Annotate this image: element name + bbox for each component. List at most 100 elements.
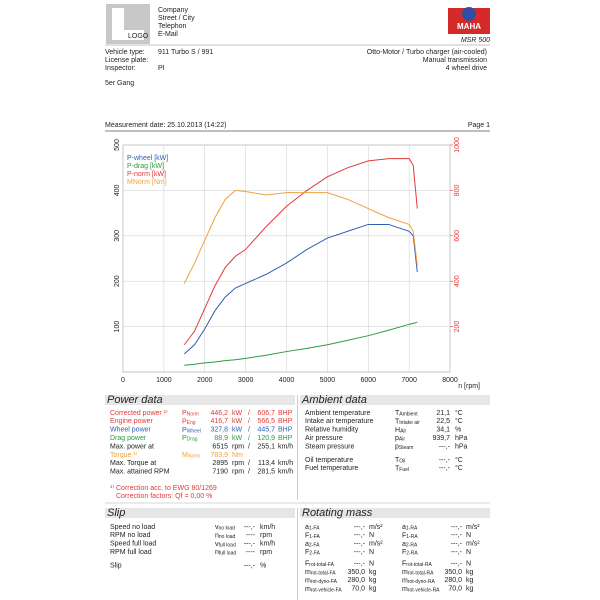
row-sep: / xyxy=(248,443,250,450)
symbol-sub: 2-FA xyxy=(309,551,320,557)
row-unit: BHP xyxy=(278,427,293,434)
symbol: Frot-total-FA xyxy=(305,560,335,568)
symbol-base: F xyxy=(305,549,309,556)
symbol-base: p xyxy=(395,443,399,450)
symbol-base: F xyxy=(305,560,309,567)
row-value: 2895 xyxy=(212,460,228,467)
symbol-base: p xyxy=(395,435,399,442)
symbol-base: M xyxy=(182,452,188,459)
symbol-base: n xyxy=(215,532,219,539)
symbol-base: H xyxy=(395,427,400,434)
row-unit: rpm xyxy=(232,469,244,476)
x-tick-label: 4000 xyxy=(279,377,295,384)
row-value: ---,- xyxy=(451,524,463,531)
vehicle-spec: Otto-Motor / Turbo charger (air-cooled) xyxy=(367,49,487,56)
symbol-base: T xyxy=(395,410,400,417)
symbol-base: F xyxy=(305,532,309,539)
row-unit: rpm xyxy=(232,460,244,467)
symbol-base: F xyxy=(402,560,406,567)
gear: 5er Gang xyxy=(105,80,134,87)
symbol-sub: no load xyxy=(219,534,236,540)
row-unit: m/s² xyxy=(369,524,383,531)
symbol-base: v xyxy=(215,541,219,548)
symbol: PDrag xyxy=(182,435,198,443)
row-unit: m/s² xyxy=(466,524,480,531)
row-unit: kg xyxy=(369,569,377,576)
row-label: Wheel power xyxy=(110,427,152,434)
symbol: pSteam xyxy=(395,443,413,451)
symbol: mrot-total-FA xyxy=(305,569,336,577)
row-unit: N xyxy=(369,532,374,539)
row-unit: °C xyxy=(455,464,463,472)
symbol-base: n xyxy=(215,549,219,556)
y2-tick-label: 600 xyxy=(454,230,461,242)
symbol-base: m xyxy=(402,569,408,576)
symbol-sub: 2-RA xyxy=(406,543,418,549)
row-value: ---,- xyxy=(354,541,366,548)
symbol-sub: Norm xyxy=(187,412,199,418)
logo-l xyxy=(112,8,144,40)
row-value: 70,0 xyxy=(448,586,462,593)
legend-entry: P-wheel [kW] xyxy=(127,155,168,162)
row-unit: kW xyxy=(232,427,243,434)
company-line: Company xyxy=(158,7,188,14)
symbol-base: m xyxy=(402,577,408,584)
symbol-base: P xyxy=(182,410,187,417)
row-value: ---,- xyxy=(244,541,256,548)
row-value: 416,7 xyxy=(210,418,228,425)
series-line xyxy=(183,189,418,284)
row-unit: kg xyxy=(466,569,474,576)
row-value: 7190 xyxy=(212,469,228,476)
symbol-sub: Oil xyxy=(399,459,405,465)
row-value: 6515 xyxy=(212,443,228,450)
row-unit: kW xyxy=(232,435,243,442)
row-unit: kW xyxy=(232,410,243,417)
legend-entry: P-drag [kW] xyxy=(127,163,164,170)
symbol-sub: full load xyxy=(219,543,236,549)
row-unit: BHP xyxy=(278,418,293,425)
symbol-base: m xyxy=(402,586,408,593)
row-value: 327,8 xyxy=(210,427,228,434)
y-tick-label: 100 xyxy=(114,321,121,333)
symbol: mrot-total-RA xyxy=(402,569,434,577)
y-tick-label: 300 xyxy=(114,230,121,242)
row-value: 113,4 xyxy=(258,460,275,467)
vehicle-label: Inspector: xyxy=(105,65,136,72)
row-label: Max. attained RPM xyxy=(110,469,170,476)
symbol: vfull load xyxy=(215,541,236,549)
row-value: 606,7 xyxy=(257,410,275,417)
row-unit: % xyxy=(260,562,266,569)
symbol-base: T xyxy=(395,457,400,464)
series-line xyxy=(184,321,418,366)
y2-tick-label: 1000 xyxy=(454,137,461,153)
row-unit: rpm xyxy=(232,443,244,450)
row-unit: Nm xyxy=(232,452,243,459)
row-value: ---,- xyxy=(451,541,463,548)
symbol: PEng xyxy=(182,418,196,426)
row-value: ---,- xyxy=(451,532,463,539)
symbol-base: a xyxy=(305,524,309,531)
row-unit: km/h xyxy=(278,460,293,467)
row-unit: kg xyxy=(369,586,377,593)
row-unit: N xyxy=(369,560,374,567)
symbol-base: m xyxy=(305,586,311,593)
row-label: Slip xyxy=(110,562,122,569)
symbol: a1-FA xyxy=(305,524,320,532)
symbol-sub: no load xyxy=(219,526,236,532)
logo-text: LOGO xyxy=(128,33,149,40)
y2-tick-label: 800 xyxy=(454,184,461,196)
company-line: Street / City xyxy=(158,15,195,22)
row-value: ---,- xyxy=(354,524,366,531)
x-tick-label: 3000 xyxy=(238,377,254,384)
row-label: Oil temperature xyxy=(305,457,353,464)
symbol: a2-FA xyxy=(305,541,320,549)
symbol: mrot-dyno-RA xyxy=(402,577,435,585)
row-unit: km/h xyxy=(278,469,293,476)
symbol-base: a xyxy=(402,541,406,548)
section-title: Rotating mass xyxy=(302,507,373,519)
vehicle-value: PI xyxy=(158,65,165,72)
company-line: E-Mail xyxy=(158,31,178,38)
symbol-base: P xyxy=(182,435,187,442)
symbol-sub: Drag xyxy=(187,437,198,443)
symbol: mrot-vehicle-RA xyxy=(402,586,440,594)
